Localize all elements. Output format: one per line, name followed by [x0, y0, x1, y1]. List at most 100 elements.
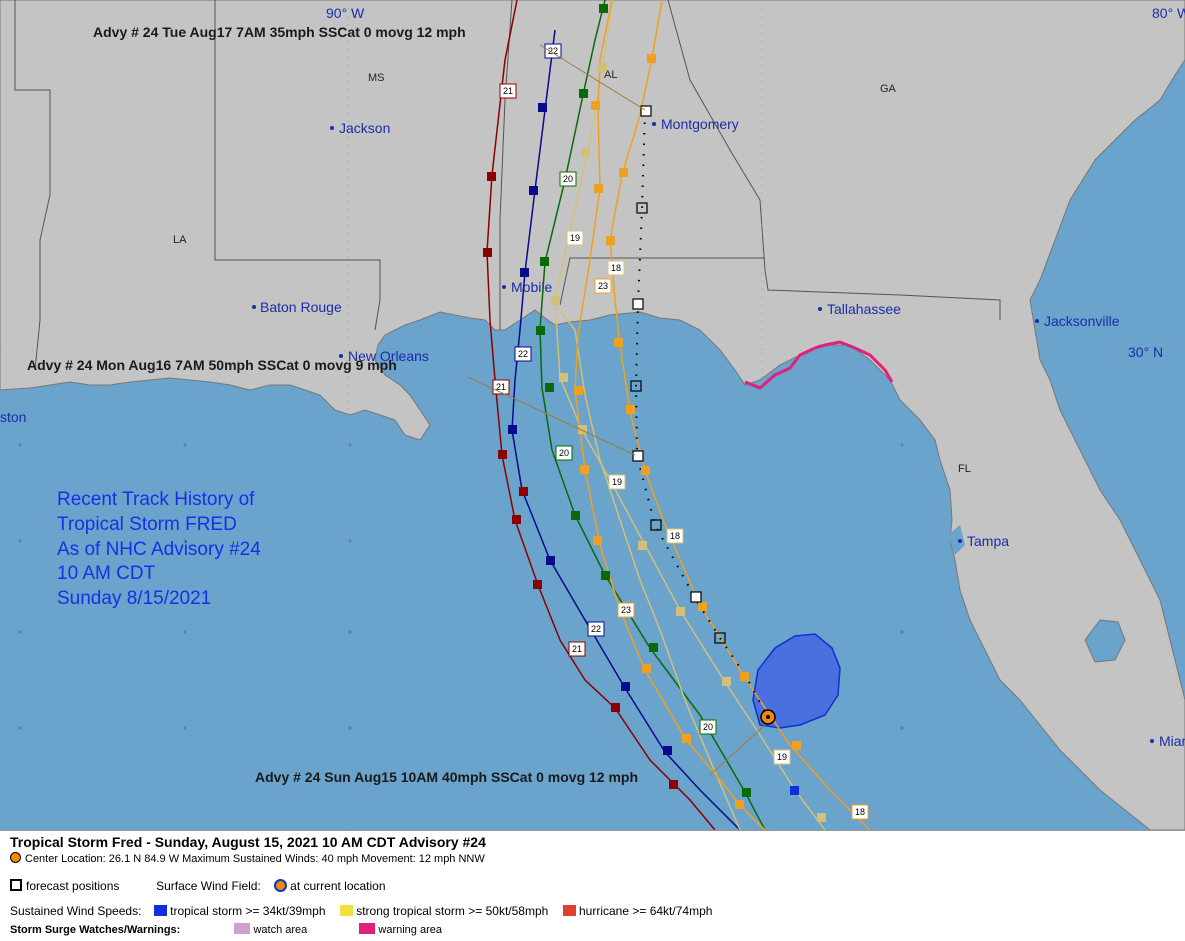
title-block: Recent Track History of Tropical Storm F…	[57, 489, 261, 609]
svg-text:Montgomery: Montgomery	[661, 116, 739, 132]
svg-text:Miam: Miam	[1159, 733, 1185, 749]
track-day-label: 18	[666, 528, 684, 544]
svg-text:Jacksonville: Jacksonville	[1044, 313, 1120, 329]
svg-text:New Orleans: New Orleans	[348, 348, 429, 364]
svg-text:Tallahassee: Tallahassee	[827, 301, 901, 317]
lon-90-label: 90° W	[326, 5, 365, 21]
legend-sustained-label: Sustained Wind Speeds:	[10, 904, 142, 918]
svg-text:18: 18	[855, 807, 865, 817]
track-day-labels: 22 21 20 19 18 23 22 21 20 19 18 23 22 2…	[492, 43, 869, 820]
lon-80-label: 80° W	[1152, 5, 1185, 21]
track-day-label: 18	[607, 260, 625, 276]
advisory-label-tue: Advy # 24 Tue Aug17 7AM 35mph SSCat 0 mo…	[93, 24, 466, 40]
city-montgomery: Montgomery	[652, 116, 739, 132]
title-line: As of NHC Advisory #24	[57, 539, 261, 560]
city-baton-rouge: Baton Rouge	[252, 299, 342, 315]
city-tampa: Tampa	[958, 533, 1009, 549]
wind-field	[752, 633, 841, 729]
state-ms: MS	[368, 72, 385, 84]
svg-text:18: 18	[670, 531, 680, 541]
track-day-label: 23	[594, 278, 612, 294]
lake-okeechobee	[1084, 619, 1126, 663]
storm-surge-warning-coast	[744, 340, 894, 390]
track-day-label: 20	[699, 719, 717, 735]
track-day-label: 23	[617, 602, 635, 618]
legend-surge-row: Storm Surge Watches/Warnings: watch area…	[10, 923, 442, 936]
city-miami: Miam	[1150, 733, 1185, 749]
forecast-box-icon	[10, 879, 22, 891]
title-line: Sunday 8/15/2021	[57, 588, 211, 609]
svg-text:Baton Rouge: Baton Rouge	[260, 299, 342, 315]
grid-ticks	[18, 443, 904, 730]
track-tan2	[559, 309, 741, 830]
track-navy	[511, 29, 741, 830]
wind-field-icon	[274, 879, 288, 892]
legend-sts-label: strong tropical storm >= 50kt/58mph	[356, 904, 549, 918]
track-day-label: 19	[773, 749, 791, 765]
svg-text:ston: ston	[0, 409, 26, 425]
city-mobile: Mobile	[502, 279, 552, 295]
track-day-label: 22	[544, 43, 562, 59]
track-day-label: 22	[514, 346, 532, 362]
state-la: LA	[173, 234, 187, 246]
state-fl: FL	[958, 463, 971, 475]
legend-forecast-row: forecast positions Surface Wind Field: a…	[10, 879, 386, 893]
svg-text:21: 21	[503, 86, 513, 96]
legend-wind-field-label: Surface Wind Field:	[156, 879, 261, 893]
advisory-label-sun: Advy # 24 Sun Aug15 10AM 40mph SSCat 0 m…	[255, 769, 638, 785]
track-day-label: 19	[566, 230, 584, 246]
graticule	[0, 0, 1185, 830]
legend-current-location-label: at current location	[290, 879, 386, 893]
svg-text:22: 22	[548, 46, 558, 56]
svg-text:20: 20	[563, 174, 573, 184]
leader-lines	[467, 44, 766, 776]
svg-text:Mobile: Mobile	[511, 279, 552, 295]
svg-text:19: 19	[777, 752, 787, 762]
title-line: Tropical Storm FRED	[57, 514, 237, 535]
legend-wind-speeds-row: Sustained Wind Speeds: tropical storm >=…	[10, 904, 712, 918]
forecast-dotted-track	[634, 111, 769, 718]
track-day-label: 21	[499, 83, 517, 99]
svg-text:18: 18	[611, 263, 621, 273]
track-day-label: 20	[555, 445, 573, 461]
svg-text:20: 20	[559, 448, 569, 458]
city-jackson: Jackson	[330, 120, 390, 136]
track-day-label: 21	[568, 641, 586, 657]
map-legend: Tropical Storm Fred - Sunday, August 15,…	[0, 830, 1185, 941]
city-jacksonville: Jacksonville	[1035, 313, 1120, 329]
svg-text:21: 21	[496, 382, 506, 392]
title-line: 10 AM CDT	[57, 563, 156, 584]
advisory-label-mon: Advy # 24 Mon Aug16 7AM 50mph SSCat 0 mo…	[27, 357, 397, 373]
warning-swatch	[359, 923, 376, 934]
svg-text:19: 19	[612, 477, 622, 487]
svg-text:22: 22	[591, 624, 601, 634]
svg-text:23: 23	[621, 605, 631, 615]
svg-text:22: 22	[518, 349, 528, 359]
svg-text:19: 19	[570, 233, 580, 243]
state-borders	[14, 0, 1001, 371]
state-ga: GA	[880, 83, 897, 95]
sts-swatch	[340, 905, 354, 916]
legend-title: Tropical Storm Fred - Sunday, August 15,…	[10, 834, 486, 850]
svg-text:Tampa: Tampa	[967, 533, 1009, 549]
storm-center-marker	[760, 709, 776, 725]
tampa-bay	[948, 525, 965, 555]
svg-text:20: 20	[703, 722, 713, 732]
storm-track-map: 90° W 80° W 30° N MS AL GA LA FL Jackson…	[0, 0, 1185, 830]
legend-center-line: Center Location: 26.1 N 84.9 W Maximum S…	[10, 852, 485, 865]
track-green	[539, 0, 766, 830]
legend-center-text: Center Location: 26.1 N 84.9 W Maximum S…	[25, 853, 485, 865]
forecast-boxes	[630, 105, 726, 644]
state-al: AL	[604, 69, 617, 81]
track-day-label: 18	[851, 804, 869, 820]
center-marker-icon	[10, 852, 21, 863]
track-points	[483, 4, 826, 822]
legend-watch-label: watch area	[253, 924, 308, 936]
track-day-label: 22	[587, 621, 605, 637]
legend-hu-label: hurricane >= 64kt/74mph	[579, 904, 713, 918]
svg-text:23: 23	[598, 281, 608, 291]
hu-swatch	[563, 905, 576, 916]
track-tan	[554, 0, 826, 830]
lat-30-label: 30° N	[1128, 344, 1163, 360]
track-day-label: 19	[608, 474, 626, 490]
